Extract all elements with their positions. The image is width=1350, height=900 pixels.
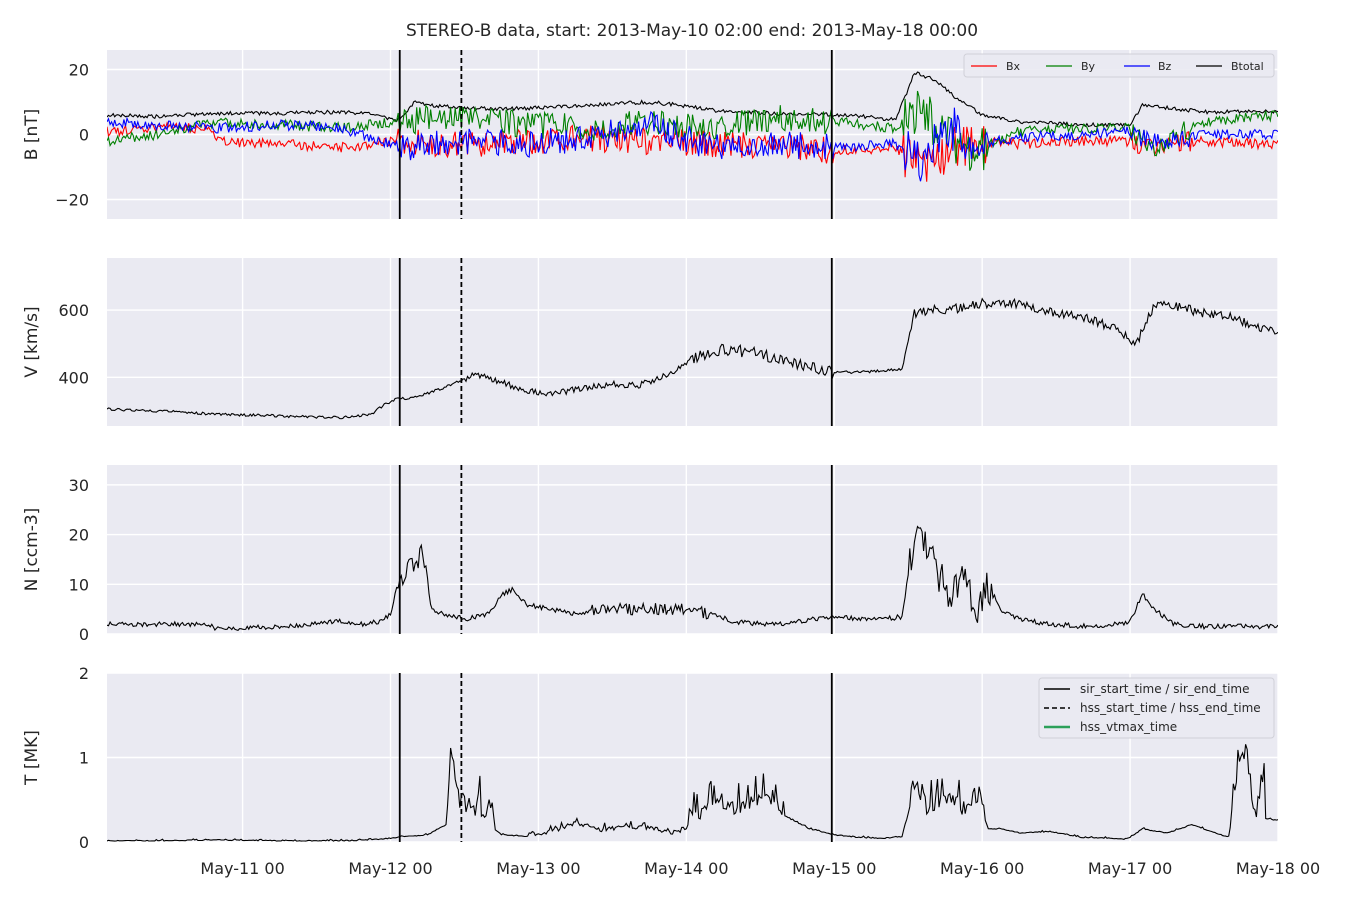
- legend-label-Btotal: Btotal: [1231, 60, 1264, 73]
- y-tick-label: 30: [69, 476, 89, 495]
- y-axis-label: T [MK]: [22, 730, 42, 786]
- y-tick-label: 10: [69, 575, 89, 594]
- x-tick-label: May-11 00: [200, 859, 284, 878]
- y-tick-label: 2: [79, 664, 89, 683]
- y-tick-label: 600: [58, 301, 89, 320]
- series-V: [107, 297, 1278, 420]
- legend-label-Bz: Bz: [1158, 60, 1172, 73]
- y-tick-label: 0: [79, 126, 89, 145]
- y-tick-label: 20: [69, 526, 89, 545]
- series-T: [107, 744, 1278, 842]
- y-tick-label: 20: [69, 61, 89, 80]
- series-Bx: [107, 121, 1278, 182]
- y-tick-label: 400: [58, 368, 89, 387]
- x-tick-label: May-18 00: [1236, 859, 1320, 878]
- panel-N: 0 10 20 30 N [ccm-3]: [22, 465, 1279, 644]
- legend-label-By: By: [1081, 60, 1096, 73]
- legend-B: Bx By Bz Btotal: [963, 53, 1275, 78]
- legend-box: [963, 53, 1275, 78]
- y-tick-label: 0: [79, 833, 89, 852]
- y-axis-label: N [ccm-3]: [22, 508, 42, 592]
- x-tick-label: May-12 00: [348, 859, 432, 878]
- panel-B: −20 0 20 B [nT] Bx By Bz Btotal: [22, 50, 1279, 219]
- y-axis-label: V [km/s]: [22, 306, 42, 377]
- series-N: [107, 525, 1278, 632]
- legend-box: [1038, 677, 1275, 739]
- legend-label-Bx: Bx: [1006, 60, 1021, 73]
- panel-T: 0 1 2 T [MK] sir_start_time / sir_end_timehs…: [22, 664, 1320, 878]
- legend-T: sir_start_time / sir_end_time hss_start_t…: [1038, 677, 1275, 739]
- y-tick-label: 1: [79, 749, 89, 768]
- series-Bz: [107, 107, 1278, 182]
- x-tick-label: May-16 00: [940, 859, 1024, 878]
- series-Btotal: [107, 71, 1278, 128]
- panel-V: 400 600 V [km/s]: [22, 258, 1279, 426]
- legend-label: hss_vtmax_time: [1080, 720, 1177, 734]
- x-tick-label: May-14 00: [644, 859, 728, 878]
- panel-background: [107, 258, 1278, 426]
- legend-label: sir_start_time / sir_end_time: [1080, 682, 1250, 696]
- legend-label: hss_start_time / hss_end_time: [1080, 701, 1261, 715]
- y-axis-label: B [nT]: [22, 109, 42, 161]
- x-tick-label: May-13 00: [496, 859, 580, 878]
- panel-background: [107, 465, 1278, 634]
- y-tick-label: 0: [79, 625, 89, 644]
- chart-title: STEREO-B data, start: 2013-May-10 02:00 …: [406, 21, 978, 41]
- x-tick-label: May-17 00: [1088, 859, 1172, 878]
- x-tick-label: May-15 00: [792, 859, 876, 878]
- y-tick-label: −20: [55, 191, 89, 210]
